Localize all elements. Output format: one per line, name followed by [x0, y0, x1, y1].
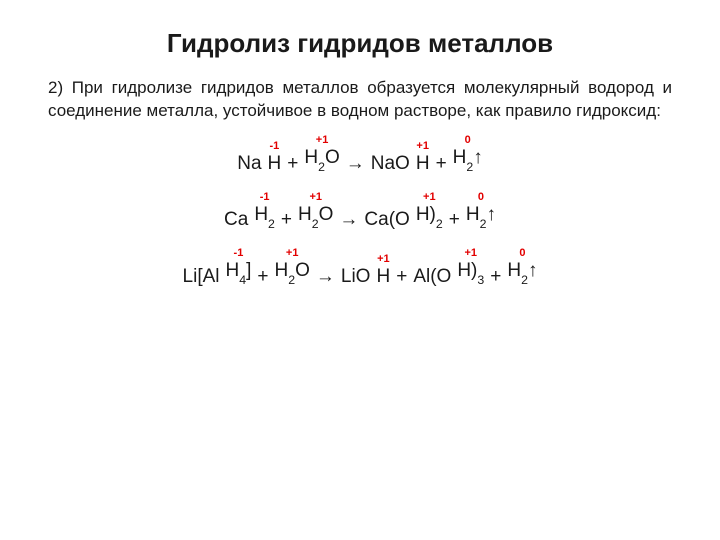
- oxidation-state: 0: [507, 248, 537, 259]
- formula-fragment: +: [396, 267, 407, 287]
- equation-row: Na-1H++1H2O→NaO+1H+0H2↑: [237, 135, 483, 174]
- formula-fragment: +: [449, 210, 460, 230]
- formula-fragment: →: [339, 210, 358, 230]
- equation-token: 0H2↑: [453, 135, 483, 174]
- oxidation-state: +1: [298, 192, 333, 203]
- equation-token: +1 H: [376, 254, 390, 287]
- formula-fragment: LiO: [341, 267, 371, 287]
- equation-row: Ca-1H2++1H2O→Ca(O+1H)2+0H2↑: [224, 192, 496, 231]
- equation-token: Ca: [224, 197, 248, 230]
- oxidation-state: +1: [376, 254, 390, 265]
- equation-token: +: [490, 254, 501, 287]
- equation-token: +: [257, 254, 268, 287]
- equation-token: +1H)3: [457, 248, 484, 287]
- equation-token: NaO: [371, 141, 410, 174]
- oxidation-state: -1: [268, 141, 282, 152]
- formula-fragment: H2↑: [453, 148, 483, 174]
- equations-block: Na-1H++1H2O→NaO+1H+0H2↑Ca-1H2++1H2O→Ca(O…: [48, 135, 672, 287]
- equation-token: -1 H: [268, 141, 282, 174]
- formula-fragment: H2↑: [466, 205, 496, 231]
- formula-fragment: Ca: [224, 210, 248, 230]
- oxidation-state: +1: [275, 248, 310, 259]
- equation-token: +1H2O: [304, 135, 339, 174]
- oxidation-state: +1: [416, 192, 443, 203]
- formula-fragment: H: [376, 267, 390, 287]
- formula-fragment: H4]: [226, 261, 252, 287]
- formula-fragment: +: [287, 154, 298, 174]
- formula-fragment: H2↑: [507, 261, 537, 287]
- formula-fragment: →: [316, 267, 335, 287]
- equation-token: +: [287, 141, 298, 174]
- equation-token: +: [281, 197, 292, 230]
- equation-token: Al(O: [413, 254, 451, 287]
- equation-token: +1H2O: [298, 192, 333, 231]
- formula-fragment: H2O: [298, 205, 333, 231]
- formula-fragment: H2O: [304, 148, 339, 174]
- equation-token: +1H2O: [275, 248, 310, 287]
- oxidation-state: -1: [254, 192, 275, 203]
- equation-token: →: [346, 141, 365, 174]
- formula-fragment: H)2: [416, 205, 443, 231]
- equation-token: +1 H: [416, 141, 430, 174]
- equation-token: +1H)2: [416, 192, 443, 231]
- formula-fragment: Al(O: [413, 267, 451, 287]
- equation-row: Li[Al-1H4]++1H2O→LiO+1H+Al(O+1H)3+0H2↑: [183, 248, 538, 287]
- equation-token: -1H4]: [226, 248, 252, 287]
- page-title: Гидролиз гидридов металлов: [48, 28, 672, 59]
- formula-fragment: +: [436, 154, 447, 174]
- equation-token: LiO: [341, 254, 371, 287]
- formula-fragment: NaO: [371, 154, 410, 174]
- formula-fragment: Ca(O: [364, 210, 409, 230]
- formula-fragment: +: [490, 267, 501, 287]
- equation-token: Na: [237, 141, 261, 174]
- equation-token: Li[Al: [183, 254, 220, 287]
- oxidation-state: 0: [453, 135, 483, 146]
- equation-token: 0H2↑: [466, 192, 496, 231]
- oxidation-state: +1: [304, 135, 339, 146]
- equation-token: +: [449, 197, 460, 230]
- formula-fragment: +: [257, 267, 268, 287]
- equation-token: +: [396, 254, 407, 287]
- oxidation-state: 0: [466, 192, 496, 203]
- oxidation-state: -1: [226, 248, 252, 259]
- equation-token: 0H2↑: [507, 248, 537, 287]
- formula-fragment: H2O: [275, 261, 310, 287]
- formula-fragment: +: [281, 210, 292, 230]
- equation-token: -1H2: [254, 192, 275, 231]
- oxidation-state: +1: [457, 248, 484, 259]
- oxidation-state: +1: [416, 141, 430, 152]
- formula-fragment: H: [268, 154, 282, 174]
- equation-token: Ca(O: [364, 197, 409, 230]
- intro-paragraph: 2) При гидролизе гидридов металлов образ…: [48, 77, 672, 123]
- equation-token: →: [316, 254, 335, 287]
- slide-page: Гидролиз гидридов металлов 2) При гидрол…: [0, 0, 720, 540]
- formula-fragment: Li[Al: [183, 267, 220, 287]
- equation-token: →: [339, 197, 358, 230]
- formula-fragment: H: [416, 154, 430, 174]
- formula-fragment: Na: [237, 154, 261, 174]
- equation-token: +: [436, 141, 447, 174]
- formula-fragment: H2: [254, 205, 275, 231]
- formula-fragment: →: [346, 154, 365, 174]
- formula-fragment: H)3: [457, 261, 484, 287]
